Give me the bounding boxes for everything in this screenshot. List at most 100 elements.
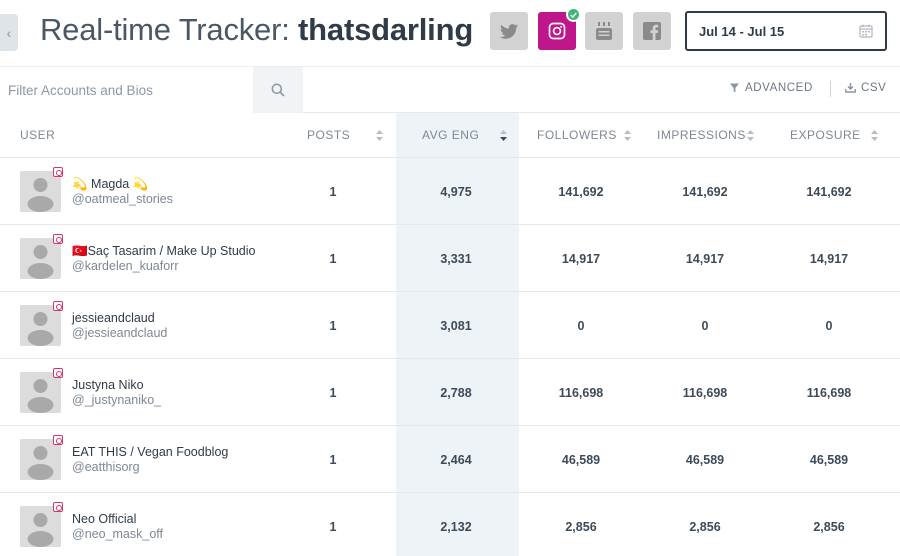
user-handle[interactable]: @oatmeal_stories (72, 192, 173, 206)
exposure-value: 141,692 (806, 185, 852, 199)
impressions-value: 116,698 (682, 386, 728, 400)
instagram-icon (548, 22, 566, 40)
download-icon (845, 83, 856, 93)
back-button[interactable]: ‹ (0, 14, 18, 51)
column-header-user: USER (20, 128, 56, 142)
user-name[interactable]: Justyna Niko (72, 378, 144, 392)
impressions-value: 46,589 (685, 453, 725, 467)
impressions-value: 14,917 (685, 252, 725, 266)
avatar[interactable] (20, 506, 61, 547)
divider (830, 81, 831, 97)
calendar-icon (859, 24, 873, 38)
table-row[interactable]: jessieandclaud @jessieandclaud 1 3,081 0… (0, 292, 900, 359)
followers-value: 116,698 (558, 386, 604, 400)
instagram-badge-icon (53, 234, 63, 244)
user-handle[interactable]: @jessieandclaud (72, 326, 168, 340)
column-header-posts[interactable]: POSTS (307, 128, 351, 142)
instagram-badge-icon (53, 167, 63, 177)
check-badge-icon (566, 7, 581, 22)
chevron-left-icon: ‹ (6, 24, 12, 41)
search-button[interactable] (253, 67, 303, 113)
followers-value: 2,856 (565, 520, 597, 534)
page-title: Real-time Tracker: thatsdarling (40, 12, 473, 48)
avg-eng-value: 2,788 (440, 386, 472, 400)
column-header-exposure[interactable]: EXPOSURE (790, 128, 861, 142)
avatar[interactable] (20, 439, 61, 480)
default-user-icon (20, 506, 61, 547)
avatar[interactable] (20, 305, 61, 346)
advanced-filter-button[interactable]: ADVANCED (730, 82, 813, 94)
user-name[interactable]: Neo Official (72, 512, 137, 526)
user-name[interactable]: EAT THIS / Vegan Foodblog (72, 445, 229, 459)
table-row[interactable]: 💫 Magda 💫 @oatmeal_stories 1 4,975 141,6… (0, 158, 900, 225)
posts-value: 1 (329, 453, 337, 467)
exposure-value: 14,917 (809, 252, 849, 266)
instagram-badge-icon (53, 502, 63, 512)
avg-eng-value: 4,975 (440, 185, 472, 199)
table-row[interactable]: Justyna Niko @_justynaniko_ 1 2,788 116,… (0, 359, 900, 426)
youtube-icon (596, 22, 612, 40)
sort-icon[interactable] (376, 130, 383, 141)
default-user-icon (20, 305, 61, 346)
avg-eng-value: 3,081 (440, 319, 472, 333)
twitter-button[interactable] (490, 12, 528, 50)
exposure-value: 2,856 (813, 520, 845, 534)
youtube-button[interactable] (585, 12, 623, 50)
sort-icon[interactable] (871, 130, 878, 141)
default-user-icon (20, 171, 61, 212)
followers-value: 14,917 (561, 252, 601, 266)
sort-icon[interactable] (747, 130, 754, 141)
avatar[interactable] (20, 238, 61, 279)
avg-eng-value: 2,464 (440, 453, 472, 467)
advanced-label: ADVANCED (745, 82, 813, 94)
csv-export-button[interactable]: CSV (845, 82, 886, 94)
instagram-badge-icon (53, 435, 63, 445)
sort-icon[interactable] (624, 130, 631, 141)
default-user-icon (20, 439, 61, 480)
user-name[interactable]: 💫 Magda 💫 (72, 177, 149, 191)
user-name[interactable]: jessieandclaud (72, 311, 155, 325)
impressions-value: 2,856 (689, 520, 721, 534)
search-icon (271, 83, 285, 97)
table-row[interactable]: Neo Official @neo_mask_off 1 2,132 2,856… (0, 493, 900, 556)
followers-value: 0 (577, 319, 585, 333)
filter-bar: ADVANCED CSV (0, 66, 900, 113)
user-handle[interactable]: @neo_mask_off (72, 527, 163, 541)
user-handle[interactable]: @eatthisorg (72, 460, 140, 474)
exposure-value: 46,589 (809, 453, 849, 467)
default-user-icon (20, 372, 61, 413)
followers-value: 141,692 (558, 185, 604, 199)
posts-value: 1 (329, 386, 337, 400)
exposure-value: 0 (825, 319, 833, 333)
posts-value: 1 (329, 252, 337, 266)
posts-value: 1 (329, 319, 337, 333)
date-range-value: Jul 14 - Jul 15 (699, 23, 785, 39)
sort-desc-icon[interactable] (500, 130, 507, 141)
user-handle[interactable]: @kardelen_kuaforr (72, 259, 179, 273)
impressions-value: 141,692 (682, 185, 728, 199)
avatar[interactable] (20, 372, 61, 413)
filter-input[interactable] (0, 67, 253, 113)
twitter-icon (500, 23, 518, 39)
title-prefix: Real-time Tracker: (40, 12, 290, 47)
instagram-button[interactable] (538, 7, 581, 50)
column-header-followers[interactable]: FOLLOWERS (537, 128, 617, 142)
date-range-picker[interactable]: Jul 14 - Jul 15 (685, 11, 887, 51)
impressions-value: 0 (701, 319, 709, 333)
column-header-impressions[interactable]: IMPRESSIONS (657, 128, 746, 142)
sorted-column-highlight (396, 113, 519, 556)
table-row[interactable]: EAT THIS / Vegan Foodblog @eatthisorg 1 … (0, 426, 900, 493)
filter-funnel-icon (730, 83, 739, 93)
facebook-button[interactable] (633, 12, 671, 50)
table-header: USER POSTS AVG ENG FOLLOWERS IMPRESSIONS… (0, 113, 900, 158)
avatar[interactable] (20, 171, 61, 212)
account-name: thatsdarling (298, 12, 474, 47)
avg-eng-value: 3,331 (440, 252, 472, 266)
user-name[interactable]: 🇹🇷Saç Tasarim / Make Up Studio (72, 244, 256, 258)
avg-eng-value: 2,132 (440, 520, 472, 534)
instagram-badge-icon (53, 368, 63, 378)
user-handle[interactable]: @_justynaniko_ (72, 393, 162, 407)
posts-value: 1 (329, 185, 337, 199)
column-header-avg-eng[interactable]: AVG ENG (422, 128, 480, 142)
table-row[interactable]: 🇹🇷Saç Tasarim / Make Up Studio @kardelen… (0, 225, 900, 292)
